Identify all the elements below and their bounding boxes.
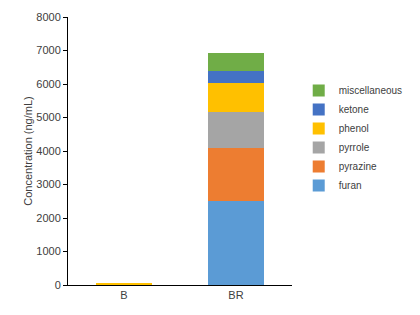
svg-text:1000: 1000 bbox=[36, 245, 60, 257]
svg-text:Concentration (ng/mL): Concentration (ng/mL) bbox=[22, 96, 34, 205]
svg-text:5000: 5000 bbox=[36, 111, 60, 123]
svg-text:furan: furan bbox=[339, 180, 362, 191]
svg-text:0: 0 bbox=[55, 279, 61, 291]
svg-text:4000: 4000 bbox=[36, 145, 60, 157]
svg-text:phenol: phenol bbox=[339, 123, 369, 134]
svg-text:2000: 2000 bbox=[36, 212, 60, 224]
svg-text:B: B bbox=[120, 289, 127, 301]
svg-text:miscellaneous: miscellaneous bbox=[339, 85, 402, 96]
svg-text:pyrazine: pyrazine bbox=[339, 161, 377, 172]
svg-text:3000: 3000 bbox=[36, 178, 60, 190]
svg-text:pyrrole: pyrrole bbox=[339, 142, 370, 153]
svg-text:8000: 8000 bbox=[36, 11, 60, 23]
svg-text:6000: 6000 bbox=[36, 78, 60, 90]
svg-text:BR: BR bbox=[228, 289, 243, 301]
svg-text:7000: 7000 bbox=[36, 44, 60, 56]
svg-text:ketone: ketone bbox=[339, 104, 369, 115]
